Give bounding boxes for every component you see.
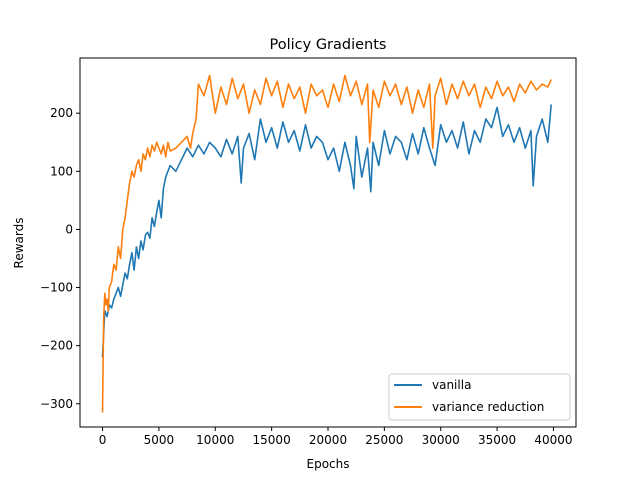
legend-box bbox=[388, 373, 571, 421]
x-tick-label: 10000 bbox=[196, 433, 234, 447]
legend-label-variance-reduction: variance reduction bbox=[432, 400, 544, 414]
x-tick-label: 5000 bbox=[144, 433, 175, 447]
y-tick-label: −200 bbox=[40, 339, 73, 353]
legend-label-vanilla: vanilla bbox=[432, 378, 471, 392]
x-tick-label: 25000 bbox=[365, 433, 403, 447]
y-tick-label: 0 bbox=[65, 222, 73, 236]
series-layer bbox=[101, 74, 552, 413]
x-tick-label: 0 bbox=[99, 433, 107, 447]
series-line-variance-reduction bbox=[101, 74, 552, 413]
x-axis-label: Epochs bbox=[307, 457, 350, 471]
y-tick-label: −100 bbox=[40, 281, 73, 295]
y-axis: −300 −200 −100 0 100 200 bbox=[40, 106, 80, 411]
x-tick-label: 20000 bbox=[309, 433, 347, 447]
legend: vanilla variance reduction bbox=[388, 373, 571, 421]
chart-title: Policy Gradients bbox=[270, 37, 387, 53]
y-tick-label: −300 bbox=[40, 397, 73, 411]
y-tick-label: 100 bbox=[50, 164, 73, 178]
y-axis-label: Rewards bbox=[12, 218, 26, 269]
x-tick-label: 40000 bbox=[534, 433, 572, 447]
x-tick-label: 30000 bbox=[422, 433, 460, 447]
x-tick-label: 35000 bbox=[478, 433, 516, 447]
x-tick-label: 15000 bbox=[253, 433, 291, 447]
y-tick-label: 200 bbox=[50, 106, 73, 120]
x-axis: 0 5000 10000 15000 20000 25000 30000 35000 40000 bbox=[99, 427, 573, 447]
series-line-vanilla bbox=[101, 104, 552, 358]
